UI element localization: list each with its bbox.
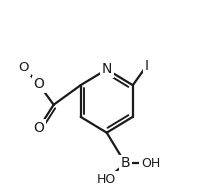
Text: I: I: [145, 59, 149, 73]
Text: HO: HO: [97, 173, 116, 186]
Text: N: N: [102, 62, 112, 76]
Text: OH: OH: [141, 157, 160, 170]
Text: O: O: [33, 121, 44, 135]
Text: B: B: [121, 156, 130, 170]
Text: O: O: [19, 61, 29, 74]
Text: O: O: [33, 77, 44, 91]
